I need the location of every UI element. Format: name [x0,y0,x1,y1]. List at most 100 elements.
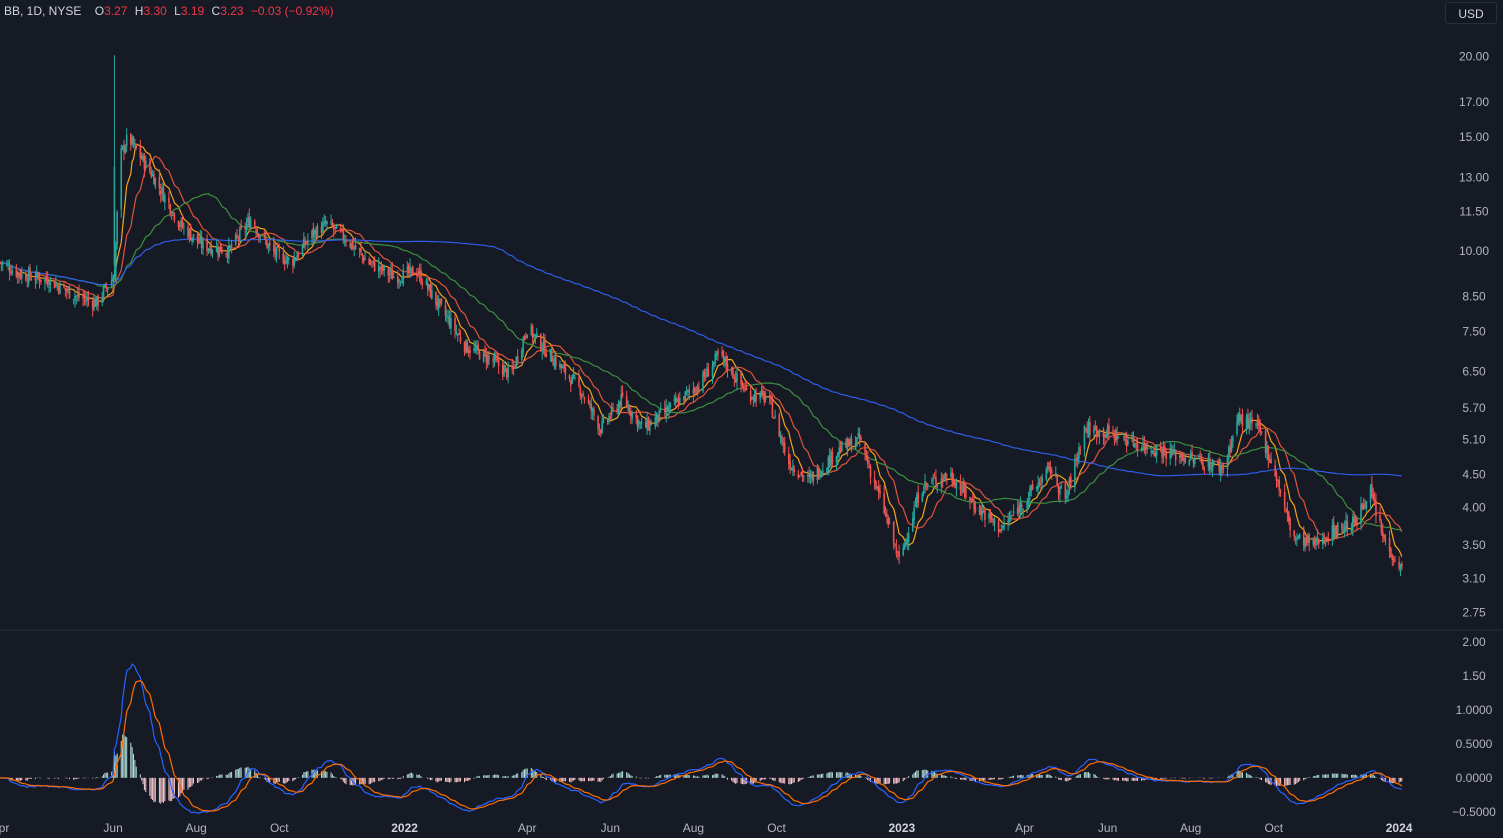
candle-body [273,244,275,252]
candle-body [1016,508,1019,514]
candle-body [1327,538,1330,541]
candle-body [828,456,831,466]
candle-body [342,228,345,240]
candle-body [654,417,657,427]
candle-body [37,274,39,278]
candle-body [159,190,162,195]
candle-body [1390,548,1392,557]
candle-body [540,334,542,351]
symbol-label[interactable]: BB, 1D, NYSE [4,4,82,18]
candle-body [684,391,687,400]
candle-body [702,372,704,392]
candle-body [965,488,967,498]
candle-body [666,408,669,412]
candle-body [45,276,48,281]
candle-body [868,466,870,468]
candle-body [1076,457,1079,462]
candle-body [1050,470,1053,474]
candle-body [1356,517,1358,526]
candle-body [628,407,631,414]
candle-body [1307,536,1309,543]
candle-body [301,245,304,255]
candle-body [444,304,447,316]
candle-body [621,392,624,396]
candle-body [1323,539,1325,544]
candle-body [973,503,975,509]
candle-body [534,334,537,337]
candle-body [501,364,504,375]
candle-body [789,461,791,470]
candle-body [173,213,176,221]
candle-body [704,375,707,377]
candle-body [151,174,154,176]
candle-body [320,226,323,233]
candle-body [1170,449,1173,455]
candle-body [436,302,439,307]
candle-body [696,385,699,393]
candle-body [1337,522,1339,535]
time-tick-label: 2022 [391,821,418,835]
candle-body [72,299,75,301]
candle-body [407,265,410,273]
price-tick-label: 5.70 [1462,401,1486,415]
candle-body [288,258,290,260]
candle-body [706,367,708,377]
candle-body [946,477,948,479]
candle-body [845,441,847,448]
candle-body [226,253,229,258]
price-tick-label: 11.50 [1459,205,1488,219]
candle-body [797,473,800,478]
candle-body [1326,538,1328,541]
candle-body [781,436,783,443]
candle-body [1332,522,1335,537]
candle-body [1322,537,1324,544]
ohlc-legend: BB, 1D, NYSE O3.27 H3.30 L3.19 C3.23 −0.… [4,4,334,18]
candle-body [192,234,195,239]
candle-body [1361,503,1364,509]
candle-body [1380,522,1383,533]
candle-body [0,262,3,264]
candle-body [477,344,479,350]
candle-body [801,471,804,478]
candle-body [361,253,364,256]
candle-body [34,278,37,281]
candle-body [935,477,937,485]
candle-body [982,510,985,513]
candle-body [549,349,552,355]
candle-body [268,242,271,246]
candle-body [87,298,90,301]
candle-body [916,495,918,508]
candle-body [530,325,533,335]
candle-body [372,260,375,262]
candle-body [221,251,223,254]
candle-body [1161,449,1163,458]
candle-body [371,261,373,263]
candle-body [172,211,174,214]
candle-body [668,406,670,412]
candle-body [402,269,405,285]
candle-body [1313,538,1316,546]
candle-body [1275,474,1278,481]
candle-body [29,267,31,278]
currency-button[interactable]: USD [1445,2,1497,24]
candle-body [1067,490,1069,497]
candle-body [1172,452,1174,454]
candle-body [1095,426,1098,437]
candle-body [1086,428,1088,433]
close-value: 3.23 [220,4,244,18]
candle-body [1134,444,1136,448]
candle-body [1035,486,1038,490]
candle-body [275,247,278,258]
candle-body [514,366,516,369]
candle-body [864,443,866,454]
candle-body [1031,483,1034,490]
time-tick-label: Aug [1180,821,1201,835]
candle-body [1105,434,1108,438]
candle-body [1211,464,1214,472]
candle-body [1097,435,1099,437]
candle-body [401,282,403,284]
candle-body [1162,448,1165,456]
candle-body [383,265,385,271]
candle-body [1132,436,1135,446]
